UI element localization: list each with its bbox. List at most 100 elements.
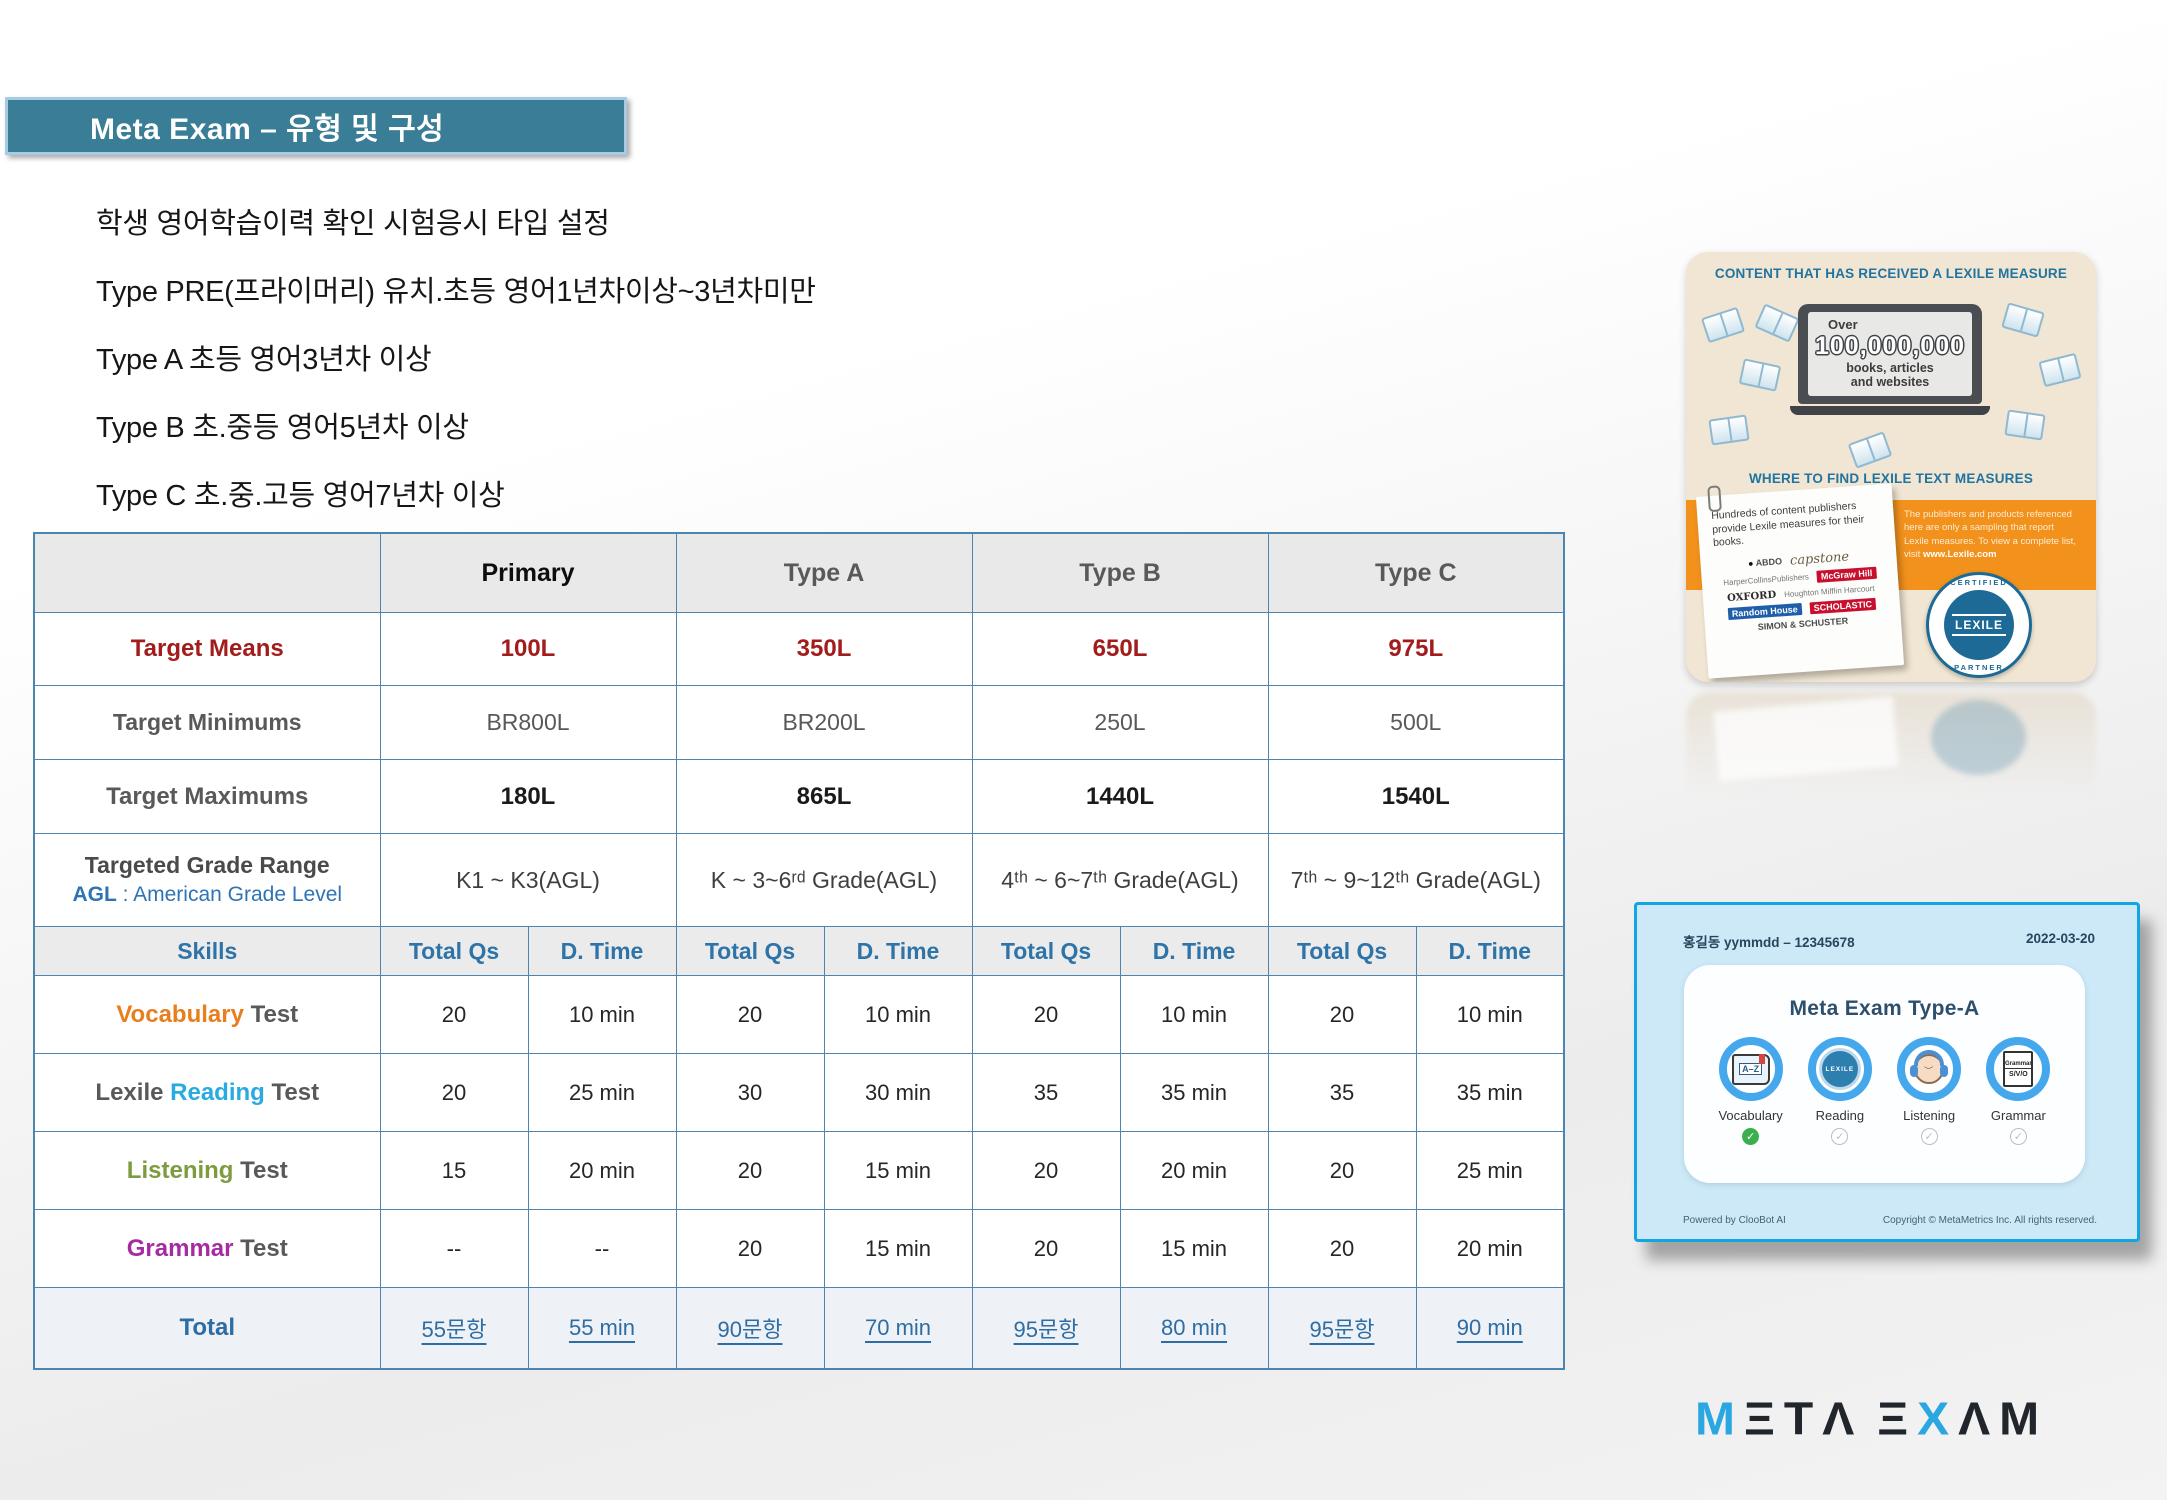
copyright-text: Copyright © MetaMetrics Inc. All rights …: [1882, 1215, 2097, 1226]
table-cell: 95문항: [1267, 1287, 1417, 1370]
flying-book-icon: [1700, 306, 1746, 344]
table-cell: 10 min: [823, 975, 973, 1054]
exam-structure-table: Primary Type A Type B Type C Target Mean…: [33, 532, 1566, 1370]
publisher-logo: Houghton Mifflin Harcourt: [1783, 583, 1875, 600]
publisher-logo: capstone: [1789, 549, 1850, 569]
subcol-header: D. Time: [1119, 926, 1269, 976]
lexile-header-2: WHERE TO FIND LEXILE TEXT MEASURES: [1748, 471, 2034, 486]
lexile-card-reflection: [1686, 692, 2096, 817]
table-cell: 20: [675, 1131, 825, 1210]
subcol-header: D. Time: [527, 926, 677, 976]
logo-letter: Ξ: [1877, 1394, 1918, 1445]
section-listening: Listening ✓: [1886, 1037, 1972, 1145]
examinee-id: 홍길동 yymmdd – 12345678: [1683, 935, 1855, 950]
table-cell: 20: [1267, 1209, 1417, 1288]
publisher-logos: ABDO capstone HarperCollinsPublishers Mc…: [1700, 542, 1901, 639]
orange-band-text: The publishers and products referenced h…: [1904, 509, 2076, 560]
badge-core: LEXILE: [1944, 590, 2014, 660]
row-label: Skills: [33, 926, 381, 976]
check-icon: ✓: [1920, 1128, 1938, 1145]
table-cell: 20 min: [1415, 1209, 1565, 1288]
table-cell: 10 min: [1119, 975, 1269, 1054]
badge-text-bottom: PARTNER: [1954, 663, 2004, 672]
table-cell: 20: [971, 975, 1121, 1054]
check-icon: ✓: [1831, 1128, 1849, 1145]
logo-letter: X: [1917, 1394, 1959, 1445]
flying-book-icon: [2004, 409, 2046, 441]
table-cell: 20: [675, 975, 825, 1054]
paperclip-icon: [1707, 485, 1722, 513]
section-label: Grammar: [1990, 1108, 2046, 1123]
table-cell: 55문항: [379, 1287, 529, 1370]
table-cell: 100L: [379, 612, 677, 686]
flying-book-icon: [1738, 358, 1782, 392]
table-cell: 35: [971, 1053, 1121, 1132]
listener-kid-icon: [1910, 1050, 1949, 1084]
logo-letter: ΞTΛ: [1743, 1394, 1864, 1445]
table-cell: 10 min: [1415, 975, 1565, 1054]
table-cell: 865L: [675, 759, 973, 834]
headphone-ear: [1940, 1065, 1949, 1077]
publisher-logo: SIMON & SCHUSTER: [1757, 615, 1849, 632]
slide-title-bar: Meta Exam – 유형 및 구성: [5, 97, 627, 155]
agl-note: AGL : American Grade Level: [72, 883, 343, 907]
target-minimums-row: Target Minimums BR800L BR200L 250L 500L: [33, 685, 1565, 760]
col-header-primary: Primary: [379, 532, 677, 613]
exam-card-panel: Meta Exam Type-A A–Z Vocabulary ✓ LEXILE…: [1684, 965, 2085, 1183]
col-header-type-c: Type C: [1267, 532, 1565, 613]
section-reading: LEXILE Reading ✓: [1797, 1037, 1883, 1145]
subcol-header: Total Qs: [675, 926, 825, 976]
table-cell: 15 min: [823, 1131, 973, 1210]
table-cell: 25 min: [1415, 1131, 1565, 1210]
laptop-screen-content: Over 100,000,000 books, articles and web…: [1808, 312, 1972, 396]
subcol-header: D. Time: [823, 926, 973, 976]
section-grammar: Grammar S/V/O Grammar ✓: [1975, 1037, 2061, 1145]
table-cell: 35: [1267, 1053, 1417, 1132]
table-cell: K ~ 3~6ʳᵈ Grade(AGL): [675, 833, 973, 927]
row-label: Grammar Test: [33, 1209, 381, 1288]
table-cell: 20: [379, 1053, 529, 1132]
target-means-row: Target Means 100L 350L 650L 975L: [33, 612, 1565, 686]
lexile-certified-partner-badge: CERTIFIED LEXILE PARTNER: [1926, 572, 2032, 678]
exam-sections: A–Z Vocabulary ✓ LEXILE Reading ✓: [1684, 1021, 2085, 1145]
exam-date: 2022-03-20: [2025, 931, 2095, 946]
publishers-note: Hundreds of content publishers provide L…: [1695, 483, 1905, 679]
table-cell: 20: [971, 1131, 1121, 1210]
publisher-logo: McGraw Hill: [1816, 566, 1877, 583]
laptop-count: 100,000,000: [1814, 332, 1966, 360]
vocabulary-test-row: Vocabulary Test 20 10 min 20 10 min 20 1…: [33, 975, 1565, 1054]
slide-title: Meta Exam – 유형 및 구성: [90, 113, 445, 146]
flying-book-icon: [2038, 352, 2082, 388]
flying-book-icon: [2001, 302, 2045, 338]
intro-line: Type C 초.중.고등 영어7년차 이상: [96, 480, 505, 512]
publisher-logo: Random House: [1727, 602, 1803, 621]
table-cell: 4ᵗʰ ~ 6~7ᵗʰ Grade(AGL): [971, 833, 1269, 927]
row-label: Targeted Grade Range AGL : American Grad…: [33, 833, 381, 927]
subcol-header: Total Qs: [379, 926, 529, 976]
table-cell: 25 min: [527, 1053, 677, 1132]
flying-book-icon: [1847, 431, 1893, 469]
publisher-logo: ABDO: [1748, 557, 1782, 569]
table-cell: 20: [1267, 1131, 1417, 1210]
lexile-infographic: CONTENT THAT HAS RECEIVED A LEXILE MEASU…: [1686, 252, 2096, 682]
reflection-shape: [1713, 696, 1899, 782]
table-cell: 70 min: [823, 1287, 973, 1370]
table-cell: 250L: [971, 685, 1269, 760]
target-maximums-row: Target Maximums 180L 865L 1440L 1540L: [33, 759, 1565, 834]
row-label: Total: [33, 1287, 381, 1370]
table-cell: 30 min: [823, 1053, 973, 1132]
check-icon: ✓: [1742, 1128, 1760, 1145]
powered-by-text: Powered by ClooBot AI: [1683, 1215, 1786, 1226]
table-cell: K1 ~ K3(AGL): [379, 833, 677, 927]
skills-header-row: Skills Total Qs D. Time Total Qs D. Time…: [33, 926, 1565, 976]
table-cell: 95문항: [971, 1287, 1121, 1370]
meta-exam-sample-screen: 홍길동 yymmdd – 12345678 2022-03-20 Meta Ex…: [1634, 902, 2140, 1242]
subcol-header: Total Qs: [971, 926, 1121, 976]
grammar-sheet-icon: Grammar S/V/O: [2003, 1051, 2034, 1087]
logo-letter: M: [1695, 1394, 1744, 1445]
publisher-logo: SCHOLASTIC: [1809, 597, 1877, 615]
laptop-text: and websites: [1850, 375, 1930, 390]
laptop-text: books, articles: [1846, 361, 1934, 375]
section-label: Reading: [1815, 1108, 1865, 1123]
col-header-type-b: Type B: [971, 532, 1269, 613]
